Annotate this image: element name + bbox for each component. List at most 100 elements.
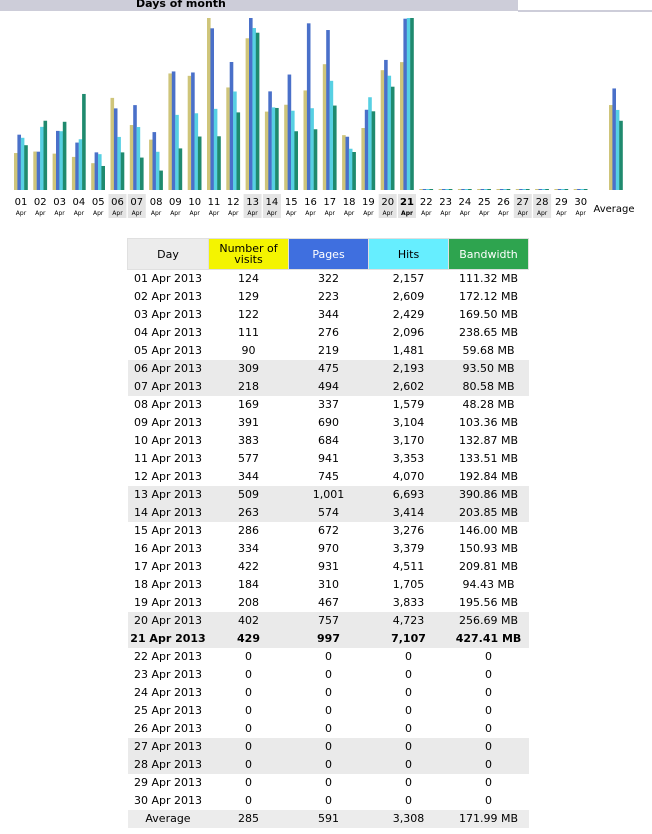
- x-tick-label-10: 10: [188, 197, 201, 208]
- cell-pages: 0: [325, 776, 332, 789]
- table-row: 18 Apr 2013 184 310 1,705 94.43 MB: [128, 576, 529, 594]
- cell-pages: 574: [288, 503, 369, 522]
- cell-visits: 309: [208, 359, 289, 378]
- bar-zero-pages-28: [538, 189, 543, 190]
- table-row: 17 Apr 2013 422 931 4,511 209.81 MB: [128, 558, 529, 576]
- table-row: 19 Apr 2013 208 467 3,833 195.56 MB: [128, 594, 529, 612]
- bar-zero-bandwidth-30: [583, 189, 588, 190]
- x-tick-label-22: 22: [420, 197, 433, 208]
- x-tick-label-20: 20: [381, 197, 394, 208]
- cell-hits: 3,833: [392, 596, 425, 609]
- bar-hits-03: [59, 131, 63, 190]
- cell-hits: 1,481: [392, 344, 425, 357]
- cell-visits: 285: [208, 809, 289, 828]
- bar-visits-17: [322, 64, 327, 190]
- col-header-bandwidth: Bandwidth: [448, 238, 529, 270]
- x-month-label-08: Apr: [151, 210, 162, 217]
- table-row: 09 Apr 2013 391 690 3,104 103.36 MB: [128, 414, 529, 432]
- bar-hits-21: [406, 18, 411, 190]
- x-tick-label-25: 25: [478, 197, 491, 208]
- cell-hits: 3,379: [392, 542, 425, 555]
- cell-pages: 0: [288, 737, 369, 756]
- cell-day: 24 Apr 2013: [133, 686, 202, 699]
- cell-bandwidth: 94.43 MB: [462, 578, 515, 591]
- x-tick-label-03: 03: [53, 197, 66, 208]
- x-month-label-30: Apr: [576, 210, 587, 217]
- cell-hits: 0: [405, 776, 412, 789]
- x-month-label-26: Apr: [498, 210, 509, 217]
- cell-hits: 3,170: [392, 434, 425, 447]
- x-tick-label-30: 30: [574, 197, 587, 208]
- cell-pages: 322: [318, 272, 339, 286]
- bar-zero-hits-25: [484, 189, 488, 190]
- cell-bandwidth: 192.84 MB: [458, 470, 519, 483]
- table-row: 29 Apr 2013 0 0 0 0: [128, 774, 529, 792]
- bar-pages-20: [384, 59, 388, 191]
- cell-day: 14 Apr 2013: [127, 503, 209, 522]
- cell-hits: 2,602: [368, 377, 449, 396]
- x-tick-label-21: 21: [400, 197, 414, 208]
- bar-pages-11: [210, 28, 214, 190]
- cell-visits: 391: [238, 416, 259, 429]
- cell-day: 09 Apr 2013: [133, 416, 202, 429]
- cell-pages: 997: [288, 629, 369, 648]
- cell-hits: 2,157: [392, 272, 425, 286]
- cell-hits: 3,414: [368, 503, 449, 522]
- cell-pages: 0: [325, 722, 332, 735]
- bar-zero-pages-26: [499, 189, 504, 190]
- x-month-label-16: Apr: [305, 210, 316, 217]
- cell-bandwidth: 0: [485, 668, 492, 681]
- x-tick-label-17: 17: [323, 197, 336, 208]
- bar-bandwidth-03: [62, 121, 67, 190]
- cell-bandwidth: 0: [485, 722, 492, 735]
- cell-pages: 0: [325, 650, 332, 663]
- cell-visits: 0: [208, 755, 289, 774]
- bar-hits-10: [194, 113, 199, 190]
- bar-visits-20: [380, 70, 385, 190]
- table-row: 21 Apr 2013 429 997 7,107 427.41 MB: [127, 629, 529, 648]
- cell-pages: 931: [318, 560, 339, 573]
- cell-day: 17 Apr 2013: [133, 560, 202, 573]
- cell-day: 11 Apr 2013: [133, 452, 202, 465]
- x-month-label-09: Apr: [170, 210, 181, 217]
- bar-zero-hits-30: [580, 189, 585, 190]
- bar-pages-06: [113, 108, 118, 190]
- days-of-month-table: Day Number of visits Pages Hits Bandwidt…: [127, 238, 529, 828]
- table-row: 25 Apr 2013 0 0 0 0: [128, 702, 529, 720]
- cell-hits: 0: [368, 737, 449, 756]
- cell-pages: 467: [318, 596, 339, 609]
- cell-pages: 0: [325, 704, 332, 717]
- bar-bandwidth-20: [390, 86, 395, 190]
- bar-hits-01: [20, 137, 25, 190]
- bar-visits-12: [226, 87, 230, 190]
- table-row: 04 Apr 2013 111 276 2,096 238.65 MB: [128, 324, 529, 342]
- bar-pages-12: [229, 61, 234, 191]
- cell-pages: 475: [288, 359, 369, 378]
- bar-pages-09: [171, 71, 176, 190]
- bar-zero-hits-29: [561, 189, 565, 190]
- bar-zero-visits-28: [535, 189, 539, 190]
- bar-zero-pages-30: [577, 189, 581, 190]
- cell-day: 25 Apr 2013: [133, 704, 202, 717]
- cell-visits: 90: [241, 344, 256, 357]
- table-row: 10 Apr 2013 383 684 3,170 132.87 MB: [128, 432, 529, 450]
- bar-hits-06: [117, 136, 121, 190]
- cell-hits: 2,096: [392, 326, 425, 339]
- bar-zero-visits-27: [515, 189, 520, 190]
- table-row: 14 Apr 2013 263 574 3,414 203.85 MB: [127, 503, 529, 522]
- cell-hits: 2,609: [392, 290, 425, 303]
- bar-visits-16: [303, 90, 308, 190]
- bar-pages-17: [326, 30, 330, 191]
- x-tick-label-26: 26: [497, 197, 510, 208]
- x-month-label-10: Apr: [190, 210, 201, 217]
- x-tick-label-average: Average: [593, 204, 634, 215]
- cell-visits: 0: [245, 794, 252, 807]
- cell-day: 20 Apr 2013: [127, 611, 209, 630]
- cell-hits: 3,104: [392, 416, 425, 429]
- bar-visits-21: [400, 62, 404, 190]
- x-tick-label-16: 16: [304, 197, 317, 208]
- cell-day: 28 Apr 2013: [127, 755, 209, 774]
- bar-bandwidth-04: [82, 93, 86, 190]
- cell-visits: 0: [245, 722, 252, 735]
- cell-pages: 337: [318, 398, 339, 411]
